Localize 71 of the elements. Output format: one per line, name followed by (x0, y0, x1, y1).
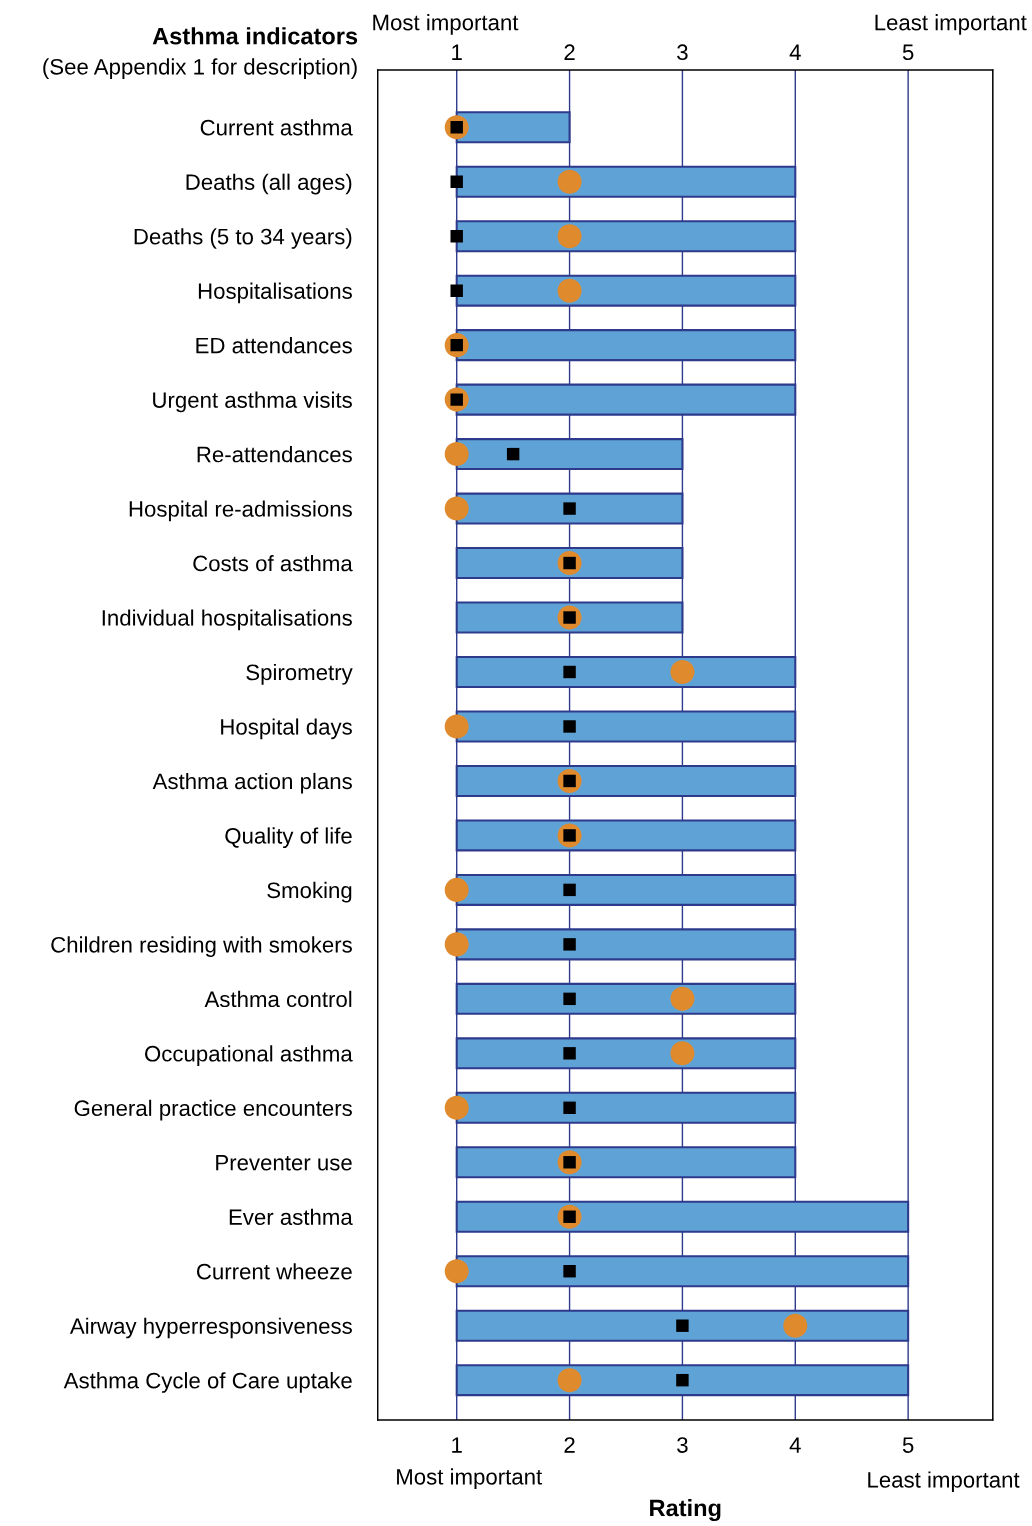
point (557, 169, 582, 194)
x2-tick-label: 5 (902, 44, 914, 61)
point (676, 1373, 689, 1387)
y-tick-label: Hospitalisations (198, 282, 352, 304)
x-tick-label: 3 (677, 1437, 688, 1453)
y-tick-label: Ever asthma (229, 1208, 353, 1226)
y-tick-label: Asthma Cycle of Care uptake (63, 1372, 352, 1393)
y-tick-label: ED attendances (196, 337, 352, 354)
point (557, 224, 582, 249)
text: Least important (875, 14, 1027, 35)
y-tick-label: Costs of asthma (193, 554, 353, 572)
point (444, 932, 469, 957)
point (563, 665, 576, 679)
x-axis-title: Rating (650, 1498, 721, 1522)
x-tick-label: 1 (452, 1437, 462, 1453)
point (676, 1319, 689, 1332)
y-tick-label: Children residing with smokers (51, 936, 352, 958)
point (563, 992, 576, 1006)
chart-subtitle: (See Appendix 1 for description) (43, 58, 357, 80)
y-tick-label: Deaths (5 to 34 years) (134, 228, 352, 249)
point (563, 1101, 576, 1115)
chart-title: Asthma indicators (152, 27, 358, 45)
point (563, 938, 576, 951)
y-tick-label: Asthma control (204, 990, 352, 1008)
y-tick-label: Occupational asthma (145, 1045, 353, 1066)
y-tick-label: Urgent asthma visits (153, 391, 352, 413)
point (444, 1259, 469, 1284)
y-tick-label: Hospital re-admissions (129, 500, 352, 522)
y-tick-label: Deaths (all ages) (186, 173, 352, 195)
point (563, 1047, 576, 1060)
point (563, 1265, 576, 1278)
point (557, 1368, 582, 1393)
point (670, 986, 695, 1011)
point (563, 883, 576, 897)
y-tick-label: Current asthma (200, 119, 353, 136)
x-tick-label: 2 (564, 1437, 575, 1453)
y-tick-label: Quality of life (225, 827, 352, 849)
point (444, 877, 469, 902)
x-tick-label: 4 (789, 1437, 801, 1453)
y-tick-label: Airway hyperresponsiveness (69, 1317, 352, 1339)
y-tick-label: Preventer use (216, 1155, 352, 1171)
point (450, 229, 463, 243)
y-tick-label: Individual hospitalisations (102, 609, 352, 631)
point (506, 447, 520, 461)
text: Most important (397, 1468, 543, 1490)
point (563, 720, 576, 733)
text: Most important (373, 14, 519, 35)
point (444, 496, 469, 521)
x-tick-label: 5 (902, 1437, 914, 1453)
y-tick-label: Asthma action plans (152, 772, 352, 794)
text: Least important (868, 1471, 1020, 1493)
point (670, 1041, 695, 1066)
y-tick-label: Spirometry (246, 663, 353, 685)
point (450, 175, 463, 188)
point (444, 1095, 469, 1120)
x2-tick-label: 1 (452, 44, 462, 60)
x2-tick-label: 2 (564, 44, 575, 60)
point (444, 442, 469, 467)
x2-tick-label: 3 (677, 44, 688, 61)
y-tick-label: General practice encounters (74, 1099, 352, 1121)
y-tick-label: Hospital days (221, 718, 352, 740)
point (670, 659, 695, 685)
point (783, 1313, 808, 1338)
point (444, 714, 469, 739)
y-tick-label: Current wheeze (196, 1263, 352, 1280)
point (450, 284, 463, 297)
point (557, 278, 582, 303)
y-tick-label: Re-attendances (197, 446, 352, 463)
point (563, 502, 576, 515)
y-tick-label: Smoking (267, 881, 352, 903)
x2-tick-label: 4 (789, 44, 801, 60)
